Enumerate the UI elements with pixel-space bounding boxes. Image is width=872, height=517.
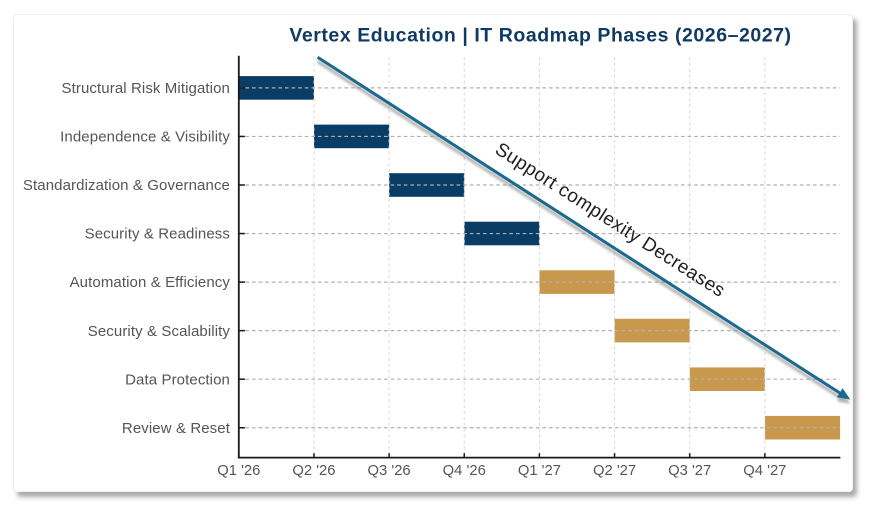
svg-text:Structural Risk Mitigation: Structural Risk Mitigation [62, 80, 231, 97]
svg-text:Security & Scalability: Security & Scalability [88, 323, 231, 340]
svg-text:Q3 '26: Q3 '26 [368, 463, 411, 479]
svg-text:Q2 '27: Q2 '27 [593, 463, 636, 479]
svg-text:Q3 '27: Q3 '27 [668, 463, 711, 479]
svg-text:Vertex Education | IT Roadmap: Vertex Education | IT Roadmap Phases (20… [289, 25, 791, 47]
svg-text:Standardization & Governance: Standardization & Governance [23, 177, 230, 194]
svg-text:Security & Readiness: Security & Readiness [85, 226, 230, 243]
svg-text:Independence & Visibility: Independence & Visibility [60, 129, 230, 146]
svg-text:Q2 '26: Q2 '26 [292, 463, 335, 479]
svg-text:Automation & Efficiency: Automation & Efficiency [70, 274, 231, 291]
svg-text:Q4 '27: Q4 '27 [743, 463, 786, 479]
svg-text:Data Protection: Data Protection [125, 371, 230, 388]
svg-text:Review & Reset: Review & Reset [122, 420, 231, 437]
svg-text:Q1 '27: Q1 '27 [518, 463, 561, 479]
svg-text:Q4 '26: Q4 '26 [443, 463, 486, 479]
svg-text:Q1 '26: Q1 '26 [217, 463, 260, 479]
